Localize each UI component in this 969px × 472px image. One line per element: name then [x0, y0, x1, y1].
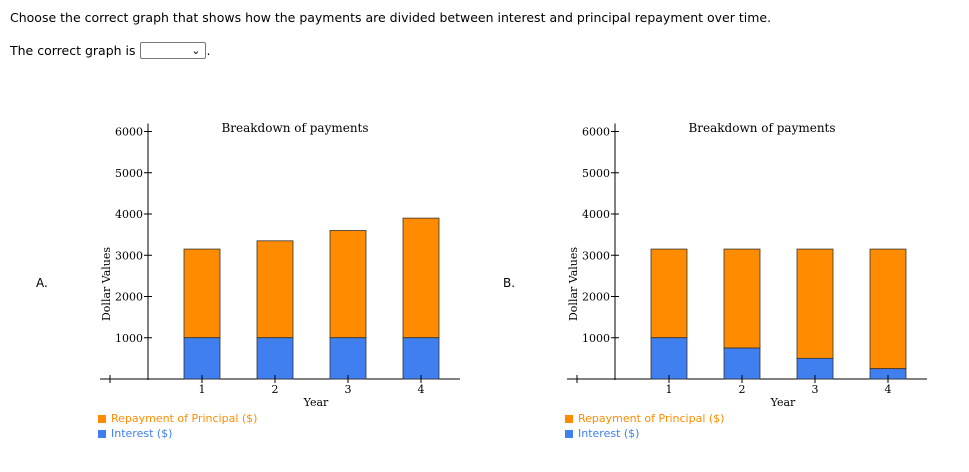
- x-tick-label: 1: [199, 383, 206, 396]
- legend-swatch-interest: [565, 429, 573, 438]
- x-tick-label: 2: [739, 383, 746, 396]
- bar-principal: [796, 248, 834, 359]
- legend-interest-label: Interest ($): [578, 427, 640, 440]
- chevron-down-icon: ⌄: [191, 44, 201, 57]
- y-tick-label: 1000: [582, 332, 610, 345]
- legend-interest: Interest ($): [565, 426, 724, 441]
- option-a-label: A.: [36, 276, 48, 290]
- question-prompt: Choose the correct graph that shows how …: [10, 10, 772, 25]
- y-axis-label: Dollar Values: [567, 247, 580, 321]
- bar-principal: [329, 230, 367, 339]
- legend-swatch-interest: [98, 429, 106, 438]
- y-tick-label: 6000: [115, 126, 143, 139]
- y-tick-label: 2000: [582, 291, 610, 304]
- y-tick-label: 2000: [115, 291, 143, 304]
- bar-interest: [650, 337, 688, 380]
- bar-interest: [402, 337, 440, 380]
- bar-principal: [723, 248, 761, 349]
- y-tick-label: 5000: [115, 167, 143, 180]
- chart-b-legend: Repayment of Principal ($) Interest ($): [565, 411, 724, 441]
- legend-principal: Repayment of Principal ($): [565, 411, 724, 426]
- bar-principal: [402, 217, 440, 339]
- chart-title: Breakdown of payments: [688, 121, 835, 135]
- answer-prefix: The correct graph is: [10, 43, 136, 58]
- chart-a-legend: Repayment of Principal ($) Interest ($): [98, 411, 257, 441]
- y-tick-label: 1000: [115, 332, 143, 345]
- answer-line: The correct graph is ⌄ .: [10, 42, 211, 59]
- answer-suffix: .: [206, 43, 211, 58]
- y-tick-label: 4000: [582, 208, 610, 221]
- x-axis-label: Year: [770, 396, 796, 409]
- bar-interest: [329, 337, 367, 380]
- chart-b-svg: Breakdown of payments Dollar Values Year 10…: [567, 121, 927, 409]
- y-tick-label: 6000: [582, 126, 610, 139]
- bar-principal: [256, 240, 294, 339]
- bar-principal: [869, 248, 907, 370]
- bar-interest: [256, 337, 294, 380]
- x-tick-label: 1: [666, 383, 673, 396]
- option-b-label: B.: [503, 276, 516, 290]
- bar-interest: [183, 337, 221, 380]
- legend-principal: Repayment of Principal ($): [98, 411, 257, 426]
- chart-option-b: Breakdown of payments Dollar Values Year 10…: [557, 95, 937, 455]
- y-tick-label: 3000: [582, 249, 610, 262]
- legend-principal-label: Repayment of Principal ($): [111, 412, 258, 425]
- x-tick-label: 3: [812, 383, 819, 396]
- x-tick-label: 4: [418, 383, 425, 396]
- y-tick-label: 3000: [115, 249, 143, 262]
- chart-title: Breakdown of payments: [221, 121, 368, 135]
- legend-interest: Interest ($): [98, 426, 257, 441]
- legend-principal-label: Repayment of Principal ($): [578, 412, 725, 425]
- bar-principal: [650, 248, 688, 339]
- legend-swatch-principal: [565, 414, 573, 423]
- legend-swatch-principal: [98, 414, 106, 423]
- x-tick-label: 3: [345, 383, 352, 396]
- chart-a-svg: Breakdown of payments Dollar Values Year 10…: [100, 121, 460, 409]
- bar-interest: [723, 347, 761, 380]
- y-tick-label: 4000: [115, 208, 143, 221]
- chart-option-a: Breakdown of payments Dollar Values Year 10…: [90, 95, 470, 455]
- x-tick-label: 2: [272, 383, 279, 396]
- legend-interest-label: Interest ($): [111, 427, 173, 440]
- x-tick-label: 4: [885, 383, 892, 396]
- x-axis-label: Year: [303, 396, 329, 409]
- y-axis-label: Dollar Values: [100, 247, 113, 321]
- y-tick-label: 5000: [582, 167, 610, 180]
- answer-dropdown[interactable]: ⌄: [139, 42, 206, 59]
- bar-principal: [183, 248, 221, 339]
